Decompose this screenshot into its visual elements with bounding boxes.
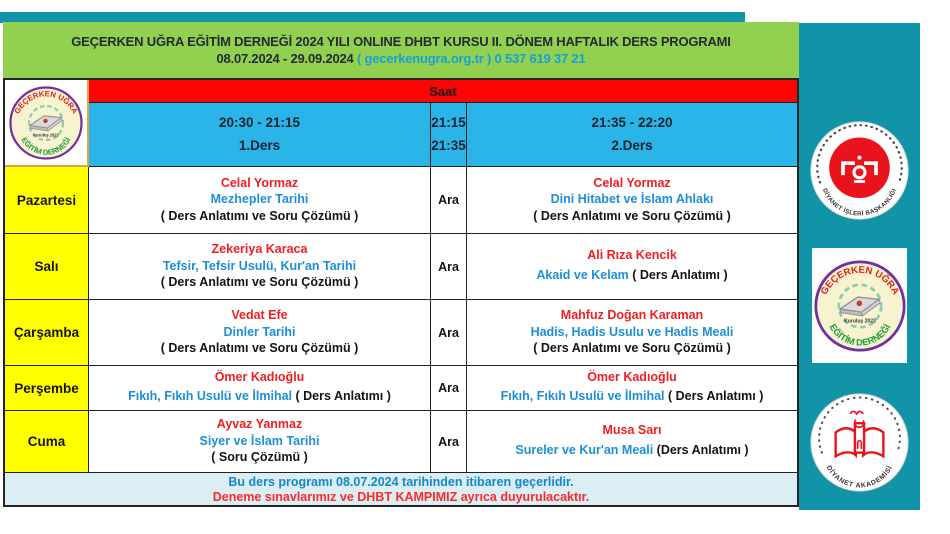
book-minaret-icon xyxy=(834,410,885,459)
schedule-row: Çarşamba Vedat Efe Dinler Tarihi ( Ders Anl… xyxy=(5,300,797,366)
period2-label: 2.Ders xyxy=(611,137,653,153)
teacher-name: Ali Rıza Kencik xyxy=(587,248,677,263)
association-logo-icon-large: GEÇERKEN UĞRA EĞİTİM DERNEĞİ Kuruluş 202… xyxy=(813,259,906,352)
period1-label: 1.Ders xyxy=(238,137,281,153)
lesson-note: ( Soru Çözümü ) xyxy=(211,450,308,465)
lesson-cell: Musa Sarı Sureler ve Kur'an Meali (Ders A… xyxy=(467,411,797,472)
break-label: Ara xyxy=(431,234,467,299)
teacher-name: Ayvaz Yanmaz xyxy=(216,417,303,432)
break-label: Ara xyxy=(431,411,467,472)
top-teal-strip xyxy=(0,12,745,23)
footer-line2: Deneme sınavlarımız ve DHBT KAMPIMIZ ayr… xyxy=(212,489,590,504)
period2-header: 21:35 - 22:20 2.Ders xyxy=(467,103,797,166)
association-logo-cell: GEÇERKEN UĞRA EĞİTİM DERNEĞİ Kuruluş 202… xyxy=(5,80,89,167)
schedule-row: Perşembe Ömer Kadıoğlu Fıkıh, Fıkıh Usulü … xyxy=(5,366,797,411)
lesson-cell: Zekeriya Karaca Tefsir, Tefsir Usulü, Kur… xyxy=(89,234,431,299)
teacher-name: Celal Yormaz xyxy=(220,175,299,190)
lesson-note: ( Ders Anlatımı ve Soru Çözümü ) xyxy=(160,275,359,290)
course-title: Mezhepler Tarihi xyxy=(210,192,309,207)
founded-year: Kuruluş 2023 xyxy=(844,318,876,324)
lesson-cell: Ali Rıza Kencik Akaid ve Kelam ( Ders Anl… xyxy=(467,234,797,299)
date-range: 08.07.2024 - 29.09.2024 xyxy=(216,51,354,66)
course-line: Fıkıh, Fıkıh Usulü ve İlmihal ( Ders Anl… xyxy=(501,386,764,406)
day-label: Pazartesi xyxy=(5,167,89,233)
schedule-row: Salı Zekeriya Karaca Tefsir, Tefsir Usulü,… xyxy=(5,234,797,300)
teacher-name: Ömer Kadıoğlu xyxy=(587,369,677,384)
lesson-note: ( Ders Anlatımı ) xyxy=(632,267,728,282)
calligraphy-icon xyxy=(841,161,878,183)
schedule-row: Pazartesi Celal Yormaz Mezhepler Tarihi( D… xyxy=(5,167,797,234)
lesson-cell: Celal Yormaz Mezhepler Tarihi( Ders Anlat… xyxy=(89,167,431,233)
page-title: GEÇERKEN UĞRA EĞİTİM DERNEĞİ 2024 YILI O… xyxy=(71,34,731,49)
teacher-name: Mahfuz Doğan Karaman xyxy=(560,308,704,323)
akademi-logo-icon: DİYANET AKADEMİSİ xyxy=(810,393,909,492)
page-subtitle: 08.07.2024 - 29.09.2024 ( gecerkenugra.o… xyxy=(216,51,585,66)
course-title: Fıkıh, Fıkıh Usulü ve İlmihal xyxy=(500,389,668,404)
day-label: Perşembe xyxy=(5,366,89,410)
footer-note: Bu ders programı 08.07.2024 tarihinden i… xyxy=(5,473,797,505)
teacher-name: Zekeriya Karaca xyxy=(211,242,308,257)
period2-time: 21:35 - 22:20 xyxy=(591,115,673,131)
course-title: Tefsir, Tefsir Usulü, Kur'an Tarihi xyxy=(162,258,357,273)
schedule-rows: Pazartesi Celal Yormaz Mezhepler Tarihi( D… xyxy=(5,167,797,473)
course-title: Siyer ve İslam Tarihi xyxy=(199,433,320,448)
day-label: Cuma xyxy=(5,411,89,472)
course-title: Hadis, Hadis Usulu ve Hadis Meali xyxy=(530,324,734,339)
break-time-start: 21:15 xyxy=(431,115,466,131)
logo-panel: DİYANET İŞLERİ BAŞKANLIĞI GEÇER xyxy=(799,23,920,510)
teacher-name: Celal Yormaz xyxy=(593,175,671,190)
table-header: GEÇERKEN UĞRA EĞİTİM DERNEĞİ Kuruluş 202… xyxy=(5,80,797,167)
lesson-note: ( Ders Anlatımı ) xyxy=(668,389,764,404)
course-line: Sureler ve Kur'an Meali (Ders Anlatımı ) xyxy=(515,440,748,460)
lesson-cell: Vedat Efe Dinler Tarihi ( Ders Anlatımı ve… xyxy=(89,300,431,365)
saat-header: Saat xyxy=(89,80,797,103)
day-label: Salı xyxy=(5,234,89,299)
diyanet-logo-icon: DİYANET İŞLERİ BAŞKANLIĞI xyxy=(810,121,909,220)
time-header: Saat 20:30 - 21:15 1.Ders 21:15 21:35 21… xyxy=(89,80,797,167)
lesson-note: (Ders Anlatımı ) xyxy=(656,442,749,457)
course-line: Fıkıh, Fıkıh Usulü ve İlmihal ( Ders Anl… xyxy=(128,386,391,406)
lesson-note: ( Ders Anlatımı ve Soru Çözümü ) xyxy=(533,341,731,356)
book-icon xyxy=(28,114,63,132)
break-header: 21:15 21:35 xyxy=(431,103,467,166)
course-line: Akaid ve Kelam ( Ders Anlatımı ) xyxy=(536,265,727,285)
teacher-name: Musa Sarı xyxy=(602,423,662,438)
founded-year: Kuruluş 2023 xyxy=(33,132,59,137)
lesson-note: ( Ders Anlatımı ve Soru Çözümü ) xyxy=(533,208,731,223)
break-label: Ara xyxy=(431,366,467,410)
schedule-row: Cuma Ayvaz Yanmaz Siyer ve İslam Tarihi ( S… xyxy=(5,411,797,473)
course-title: Fıkıh, Fıkıh Usulü ve İlmihal xyxy=(128,389,296,404)
lesson-note: ( Ders Anlatımı ve Soru Çözümü ) xyxy=(160,341,359,356)
break-label: Ara xyxy=(431,167,467,233)
times-row: 20:30 - 21:15 1.Ders 21:15 21:35 21:35 -… xyxy=(89,103,797,167)
period1-time: 20:30 - 21:15 xyxy=(218,115,301,131)
course-title: Dinler Tarihi xyxy=(223,324,296,339)
footer-line1: Bu ders programı 08.07.2024 tarihinden i… xyxy=(228,474,574,489)
course-title: Dini Hitabet ve İslam Ahlakı xyxy=(550,192,714,207)
title-band: GEÇERKEN UĞRA EĞİTİM DERNEĞİ 2024 YILI O… xyxy=(3,22,799,78)
break-time-end: 21:35 xyxy=(431,137,466,153)
association-logo-card: GEÇERKEN UĞRA EĞİTİM DERNEĞİ Kuruluş 202… xyxy=(812,248,907,363)
period1-header: 20:30 - 21:15 1.Ders xyxy=(89,103,431,166)
lesson-cell: Ömer Kadıoğlu Fıkıh, Fıkıh Usulü ve İlmih… xyxy=(89,366,431,410)
association-logo-icon: GEÇERKEN UĞRA EĞİTİM DERNEĞİ Kuruluş 202… xyxy=(9,85,83,160)
teacher-name: Ömer Kadıoğlu xyxy=(214,369,305,384)
lesson-cell: Ömer Kadıoğlu Fıkıh, Fıkıh Usulü ve İlmih… xyxy=(467,366,797,410)
lesson-note: ( Ders Anlatımı ve Soru Çözümü ) xyxy=(160,208,359,223)
break-label: Ara xyxy=(431,300,467,365)
lesson-cell: Ayvaz Yanmaz Siyer ve İslam Tarihi ( Soru … xyxy=(89,411,431,472)
course-title: Akaid ve Kelam xyxy=(536,267,633,282)
lesson-cell: Mahfuz Doğan Karaman Hadis, Hadis Usulu v… xyxy=(467,300,797,365)
lesson-cell: Celal Yormaz Dini Hitabet ve İslam Ahlakı… xyxy=(467,167,797,233)
book-icon xyxy=(837,295,881,317)
teacher-name: Vedat Efe xyxy=(231,308,288,323)
course-title: Sureler ve Kur'an Meali xyxy=(515,442,657,457)
schedule-table: GEÇERKEN UĞRA EĞİTİM DERNEĞİ Kuruluş 202… xyxy=(3,78,799,507)
lesson-note: ( Ders Anlatımı ) xyxy=(295,389,391,404)
day-label: Çarşamba xyxy=(5,300,89,365)
contact-info: ( gecerkenugra.org.tr ) 0 537 619 37 21 xyxy=(357,51,586,66)
